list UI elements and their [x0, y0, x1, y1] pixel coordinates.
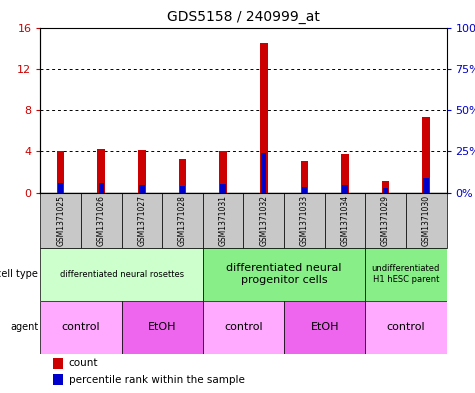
Bar [97, 149, 105, 193]
Bar [203, 193, 244, 248]
Bar [180, 186, 185, 193]
Bar [220, 184, 226, 193]
Bar [365, 248, 446, 301]
Bar [81, 193, 122, 248]
Text: percentile rank within the sample: percentile rank within the sample [69, 375, 245, 384]
Bar [284, 301, 365, 354]
Text: GSM1371027: GSM1371027 [137, 195, 146, 246]
Bar [342, 185, 348, 193]
Bar [325, 193, 365, 248]
Bar [365, 193, 406, 248]
Bar [203, 301, 284, 354]
Text: GSM1371028: GSM1371028 [178, 195, 187, 246]
Text: GSM1371026: GSM1371026 [97, 195, 106, 246]
Text: count: count [69, 358, 98, 368]
Bar [58, 184, 64, 193]
Bar [40, 193, 81, 248]
Bar [383, 188, 389, 193]
Bar [98, 184, 104, 193]
Bar [422, 117, 430, 193]
Bar [138, 150, 146, 193]
Bar [382, 181, 390, 193]
Bar [40, 301, 122, 354]
Bar [261, 153, 266, 193]
Text: control: control [387, 322, 425, 332]
Bar [365, 301, 446, 354]
Text: GSM1371033: GSM1371033 [300, 195, 309, 246]
Bar [122, 301, 203, 354]
Bar [139, 185, 145, 193]
Bar [57, 151, 65, 193]
Bar [284, 193, 325, 248]
Text: control: control [224, 322, 263, 332]
Text: GSM1371030: GSM1371030 [422, 195, 431, 246]
Bar [244, 193, 284, 248]
Bar [203, 248, 365, 301]
Bar [40, 248, 203, 301]
Bar [302, 187, 307, 193]
Text: cell type: cell type [0, 269, 38, 279]
Text: EtOH: EtOH [148, 322, 177, 332]
Text: differentiated neural
progenitor cells: differentiated neural progenitor cells [226, 263, 342, 285]
Bar [260, 43, 267, 193]
Bar [219, 151, 227, 193]
Text: GSM1371032: GSM1371032 [259, 195, 268, 246]
Bar [179, 158, 186, 193]
Text: control: control [62, 322, 100, 332]
Bar [341, 154, 349, 193]
Text: GSM1371029: GSM1371029 [381, 195, 390, 246]
Title: GDS5158 / 240999_at: GDS5158 / 240999_at [167, 10, 320, 24]
Bar [423, 178, 429, 193]
Bar [162, 193, 203, 248]
Bar [301, 161, 308, 193]
Text: agent: agent [10, 322, 38, 332]
Text: GSM1371031: GSM1371031 [218, 195, 228, 246]
Text: differentiated neural rosettes: differentiated neural rosettes [59, 270, 184, 279]
Text: GSM1371025: GSM1371025 [56, 195, 65, 246]
Bar [122, 193, 162, 248]
Text: EtOH: EtOH [311, 322, 339, 332]
Text: undifferentiated
H1 hESC parent: undifferentiated H1 hESC parent [372, 264, 440, 284]
Bar [53, 358, 63, 369]
Bar [406, 193, 446, 248]
Text: GSM1371034: GSM1371034 [341, 195, 350, 246]
Bar [53, 374, 63, 385]
